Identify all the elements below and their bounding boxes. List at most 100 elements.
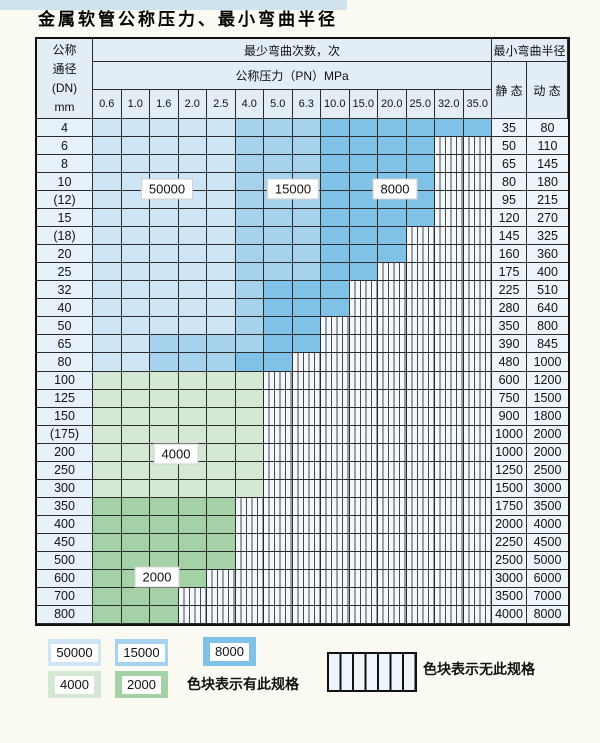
no-spec-cell: [264, 587, 293, 606]
dynamic-value-cell: 270: [527, 209, 568, 228]
no-spec-cell: [435, 191, 464, 210]
dn-cell: 25: [37, 263, 93, 282]
dn-cell: 200: [37, 443, 93, 462]
spec-cell: [292, 119, 321, 138]
no-spec-cell: [435, 227, 464, 246]
no-spec-cell: [463, 191, 492, 210]
spec-cell: [93, 191, 122, 210]
pn-column-header: 6.3: [292, 90, 321, 119]
spec-cell: [150, 119, 179, 138]
dynamic-value-cell: 400: [527, 263, 568, 282]
no-spec-cell: [463, 551, 492, 570]
legend-chip-label: 8000: [210, 642, 249, 661]
no-spec-cell: [178, 605, 207, 624]
dynamic-value-cell: 325: [527, 227, 568, 246]
spec-cell: [121, 191, 150, 210]
static-column-header: 静 态: [492, 62, 527, 119]
spec-cell: [93, 281, 122, 300]
spec-cell: [349, 119, 378, 138]
no-spec-cell: [435, 569, 464, 588]
pn-column-header: 32.0: [435, 90, 464, 119]
no-spec-cell: [435, 245, 464, 264]
spec-cell: [378, 191, 407, 210]
spec-cell: [321, 263, 350, 282]
no-spec-cell: [292, 443, 321, 462]
no-spec-cell: [292, 515, 321, 534]
no-spec-cell: [378, 497, 407, 516]
no-spec-cell: [406, 443, 435, 462]
static-value-cell: 3000: [492, 569, 527, 588]
spec-cell: [93, 443, 122, 462]
spec-cell: [121, 371, 150, 390]
no-spec-cell: [292, 497, 321, 516]
no-spec-cell: [463, 605, 492, 624]
no-spec-cell: [463, 317, 492, 336]
dynamic-value-cell: 1200: [527, 371, 568, 390]
legend-chip-8000: 8000: [203, 637, 256, 666]
no-spec-cell: [264, 461, 293, 480]
no-spec-cell: [463, 425, 492, 444]
spec-cell: [235, 317, 264, 336]
spec-cell: [378, 155, 407, 174]
spec-cell: [349, 191, 378, 210]
no-spec-cell: [378, 335, 407, 354]
no-spec-cell: [463, 245, 492, 264]
spec-cell: [150, 155, 179, 174]
static-value-cell: 750: [492, 389, 527, 408]
no-spec-cell: [463, 155, 492, 174]
spec-cell: [93, 551, 122, 570]
spec-cell: [207, 245, 236, 264]
spec-cell: [207, 371, 236, 390]
spec-cell: [178, 173, 207, 192]
pn-column-header: 15.0: [349, 90, 378, 119]
no-spec-cell: [378, 263, 407, 282]
spec-cell: [264, 317, 293, 336]
static-value-cell: 2500: [492, 551, 527, 570]
spec-cell: [235, 245, 264, 264]
no-spec-cell: [463, 443, 492, 462]
dynamic-value-cell: 4500: [527, 533, 568, 552]
no-spec-cell: [321, 425, 350, 444]
no-spec-cell: [435, 335, 464, 354]
spec-cell: [235, 461, 264, 480]
spec-cell: [292, 281, 321, 300]
spec-cell: [178, 425, 207, 444]
pn-column-header: 10.0: [321, 90, 350, 119]
spec-cell: [150, 299, 179, 318]
static-value-cell: 50: [492, 137, 527, 156]
static-value-cell: 175: [492, 263, 527, 282]
spec-cell: [93, 263, 122, 282]
dynamic-value-cell: 8000: [527, 605, 568, 624]
spec-cell: [121, 461, 150, 480]
spec-cell: [292, 137, 321, 156]
spec-cell: [150, 515, 179, 534]
no-spec-cell: [463, 371, 492, 390]
spec-cell: [178, 533, 207, 552]
legend-chip-15000: 15000: [115, 639, 168, 666]
no-spec-cell: [435, 209, 464, 228]
no-spec-cell: [406, 389, 435, 408]
spec-cell: [406, 209, 435, 228]
spec-cell: [150, 191, 179, 210]
spec-cell: [264, 173, 293, 192]
spec-cell: [235, 335, 264, 354]
pn-column-header: 0.6: [93, 90, 122, 119]
dynamic-value-cell: 145: [527, 155, 568, 174]
no-spec-cell: [378, 299, 407, 318]
spec-cell: [150, 407, 179, 426]
no-spec-cell: [463, 479, 492, 498]
spec-cell: [178, 353, 207, 372]
spec-cell: [349, 263, 378, 282]
page-title: 金属软管公称压力、最小弯曲半径: [38, 10, 338, 30]
no-spec-cell: [406, 587, 435, 606]
no-spec-cell: [463, 281, 492, 300]
pn-column-header: 1.0: [121, 90, 150, 119]
no-spec-cell: [435, 371, 464, 390]
spec-cell: [93, 497, 122, 516]
no-spec-cell: [292, 461, 321, 480]
no-spec-cell: [292, 569, 321, 588]
spec-cell: [207, 155, 236, 174]
spec-cell: [93, 587, 122, 606]
pn-column-header: 2.0: [178, 90, 207, 119]
spec-cell: [463, 119, 492, 138]
